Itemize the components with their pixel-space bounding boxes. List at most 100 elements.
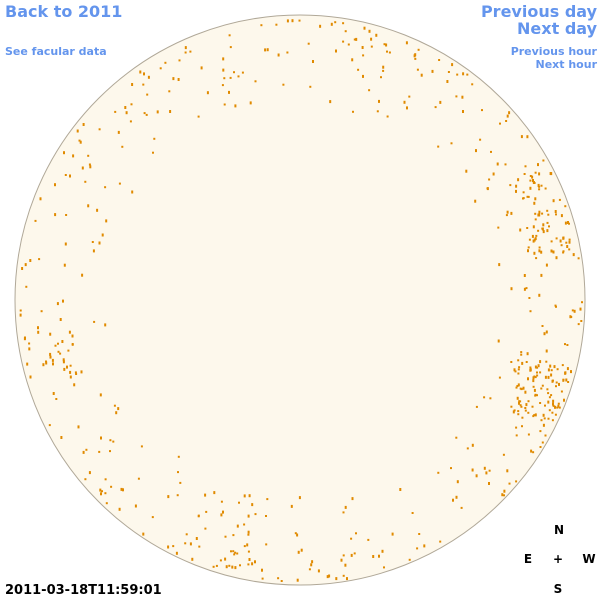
facula-dot <box>317 569 320 573</box>
facula-dot <box>117 407 120 411</box>
facula-dot <box>554 304 557 307</box>
facula-dot <box>265 543 268 546</box>
facula-dot <box>342 22 345 25</box>
facula-dot <box>423 544 426 548</box>
facula-dot <box>167 545 170 549</box>
facula-dot <box>536 371 538 374</box>
facula-dot <box>167 495 170 499</box>
facula-dot <box>353 38 356 41</box>
facula-dot <box>42 363 45 367</box>
facula-dot <box>75 373 78 375</box>
facula-dot <box>19 313 22 317</box>
facula-dot <box>414 53 417 57</box>
facula-dot <box>89 165 92 169</box>
facula-dot <box>172 545 175 548</box>
facula-dot <box>515 426 518 429</box>
facula-dot <box>243 523 246 526</box>
facula-dot <box>488 469 491 472</box>
facula-dot <box>522 386 525 390</box>
facula-dot <box>562 251 565 254</box>
facula-dot <box>300 548 303 552</box>
facula-dot <box>520 135 523 139</box>
facula-dot <box>104 186 107 189</box>
facula-dot <box>236 524 239 528</box>
facula-dot <box>527 411 530 414</box>
facula-dot <box>571 309 574 312</box>
facula-dot <box>24 263 27 267</box>
previous-hour-link[interactable]: Previous hour <box>510 45 597 58</box>
facula-dot <box>420 73 423 77</box>
facula-dot <box>346 577 348 581</box>
facula-dot <box>176 494 179 497</box>
facula-dot <box>529 186 532 190</box>
facula-dot <box>234 551 237 554</box>
facula-dot <box>56 302 59 306</box>
facula-dot <box>347 43 350 46</box>
compass-east: E <box>523 552 533 566</box>
facula-dot <box>382 65 385 69</box>
facula-dot <box>560 244 563 247</box>
facula-dot <box>340 558 343 562</box>
facula-dot <box>131 83 134 86</box>
facula-dot <box>310 563 313 567</box>
facula-dot <box>455 436 458 439</box>
facula-dot <box>555 213 557 216</box>
facula-dot <box>573 309 576 313</box>
facula-dot <box>124 106 127 109</box>
previous-day-link[interactable]: Previous day <box>480 2 597 21</box>
facula-dot <box>352 110 354 113</box>
facula-dot <box>526 227 529 229</box>
facula-dot <box>544 375 547 379</box>
facula-dot <box>254 560 256 564</box>
facula-dot <box>564 343 566 346</box>
facula-dot <box>535 234 538 237</box>
facula-dot <box>54 183 56 187</box>
facula-dot <box>512 410 515 414</box>
facula-dot <box>527 377 529 381</box>
facula-dot <box>72 154 75 158</box>
back-link[interactable]: Back to 2011 <box>5 2 123 21</box>
facula-dot <box>370 45 373 48</box>
facula-dot <box>37 330 40 334</box>
facula-dot <box>547 375 550 379</box>
facula-dot <box>497 226 500 229</box>
facula-dot <box>519 404 522 407</box>
facular-link[interactable]: See facular data <box>5 45 107 58</box>
facula-dot <box>233 553 236 556</box>
facula-dot <box>523 287 526 291</box>
facula-dot <box>381 549 384 553</box>
facula-dot <box>296 533 299 537</box>
facula-dot <box>212 565 215 568</box>
facula-dot <box>499 122 501 125</box>
facula-dot <box>544 434 547 437</box>
facula-dot <box>558 198 561 201</box>
facula-dot <box>197 515 200 518</box>
facula-dot <box>439 540 442 543</box>
facula-dot <box>538 172 541 176</box>
facula-dot <box>411 512 414 514</box>
facula-dot <box>504 163 507 166</box>
facula-dot <box>533 201 536 205</box>
facula-dot <box>534 197 537 201</box>
facula-dot <box>88 471 91 475</box>
facula-dot <box>539 430 542 433</box>
next-day-link[interactable]: Next day <box>517 19 597 38</box>
facula-dot <box>527 246 530 249</box>
facula-dot <box>52 362 54 366</box>
facula-dot <box>164 61 167 64</box>
facula-dot <box>63 367 66 371</box>
facula-dot <box>350 553 353 557</box>
facula-dot <box>84 478 87 481</box>
facula-dot <box>388 51 391 54</box>
facula-dot <box>34 219 37 222</box>
facula-dot <box>224 535 227 538</box>
next-hour-link[interactable]: Next hour <box>535 58 598 71</box>
facula-dot <box>563 398 565 402</box>
facula-dot <box>462 110 464 113</box>
facula-dot <box>247 514 250 518</box>
facula-dot <box>247 533 250 536</box>
facula-dot <box>63 151 65 155</box>
facula-dot <box>189 542 192 546</box>
facula-dot <box>552 399 555 403</box>
facula-dot <box>549 172 552 175</box>
